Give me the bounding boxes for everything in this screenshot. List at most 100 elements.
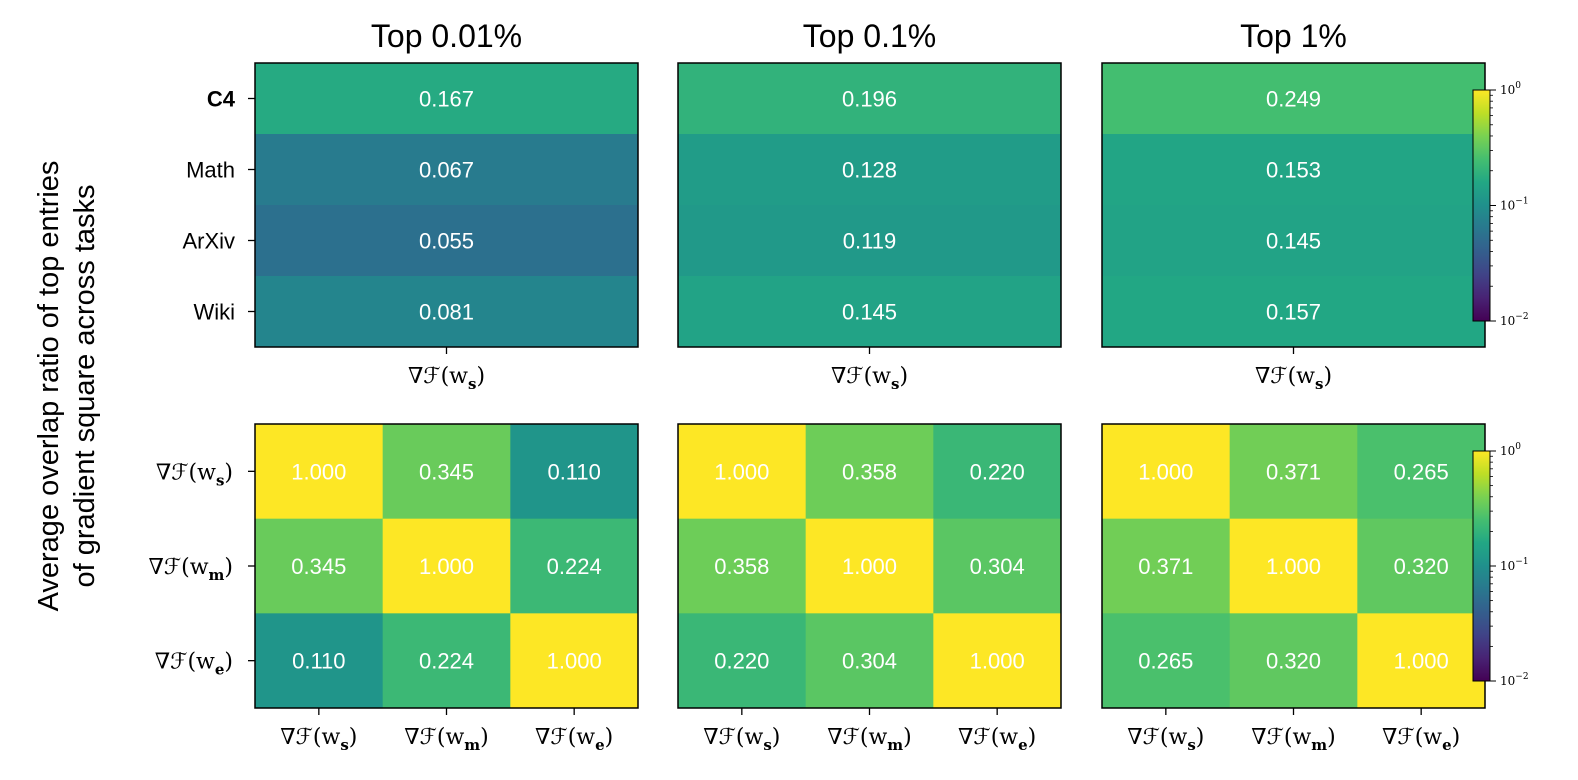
x-tick-label: ∇ℱ(we) bbox=[958, 725, 1036, 754]
cell-value: 0.345 bbox=[419, 459, 474, 484]
heatmap-cell bbox=[255, 518, 384, 614]
heatmap-cell bbox=[678, 63, 1061, 135]
cell-value: 1.000 bbox=[714, 459, 769, 484]
cell-value: 1.000 bbox=[1266, 554, 1321, 579]
x-tick-label: ∇ℱ(we) bbox=[1382, 725, 1460, 754]
cell-value: 1.000 bbox=[1138, 459, 1193, 484]
cell-value: 1.000 bbox=[970, 649, 1025, 674]
heatmap-cell bbox=[1357, 518, 1486, 614]
heatmap-cell bbox=[1357, 424, 1486, 520]
heatmap-cell bbox=[510, 613, 639, 709]
heatmap-cell bbox=[382, 424, 511, 520]
bottom-panel: 1.000 0.345 0.110 0.345 1.000 0.224 0.110 0.224… bbox=[254, 423, 639, 715]
x-tick-label: ∇ℱ(ws) bbox=[1255, 364, 1332, 393]
x-tick-label: ∇ℱ(wm) bbox=[404, 725, 489, 754]
heatmap-cell bbox=[1102, 613, 1231, 709]
cell-value: 0.157 bbox=[1266, 300, 1321, 325]
heatmap-cell bbox=[933, 424, 1062, 520]
heatmap-cell bbox=[1357, 613, 1486, 709]
cell-value: 0.320 bbox=[1394, 554, 1449, 579]
y-tick-label: ∇ℱ(ws) bbox=[156, 460, 233, 489]
colorbar-gradient bbox=[1473, 451, 1490, 681]
x-tick-label: ∇ℱ(we) bbox=[535, 725, 613, 754]
cell-value: 1.000 bbox=[842, 554, 897, 579]
heatmap-cell bbox=[1229, 518, 1358, 614]
cell-value: 0.345 bbox=[291, 554, 346, 579]
colorbar-tick-label: 10−2 bbox=[1500, 312, 1529, 328]
cell-value: 0.067 bbox=[419, 158, 474, 183]
colorbar-gradient bbox=[1473, 90, 1490, 321]
heatmap-cell bbox=[1102, 518, 1231, 614]
colorbar-tick-label: 10−2 bbox=[1500, 672, 1529, 688]
x-tick-label: ∇ℱ(ws) bbox=[408, 364, 485, 393]
y-tick-label: C4 bbox=[207, 87, 236, 112]
cell-value: 0.055 bbox=[419, 229, 474, 254]
heatmap-cell bbox=[255, 276, 638, 348]
bottom-panel: 1.000 0.358 0.220 0.358 1.000 0.304 0.220 0.304… bbox=[677, 423, 1062, 715]
heatmap-cell bbox=[255, 134, 638, 206]
heatmap-cell bbox=[933, 613, 1062, 709]
cell-value: 0.145 bbox=[842, 300, 897, 325]
cell-value: 0.320 bbox=[1266, 649, 1321, 674]
cell-value: 1.000 bbox=[547, 649, 602, 674]
cell-value: 1.000 bbox=[291, 459, 346, 484]
x-tick-label: ∇ℱ(ws) bbox=[703, 725, 780, 754]
colorbar-tick-label: 10−1 bbox=[1500, 557, 1529, 573]
top-panel: 0.167 0.067 0.055 0.081 bbox=[254, 62, 639, 354]
y-tick-label: ∇ℱ(wm) bbox=[148, 555, 233, 584]
heatmap-cell bbox=[255, 205, 638, 277]
heatmap-cell bbox=[678, 276, 1061, 348]
cell-value: 0.265 bbox=[1138, 649, 1193, 674]
x-tick-label: ∇ℱ(ws) bbox=[1127, 725, 1204, 754]
heatmap-cell bbox=[1102, 424, 1231, 520]
cell-value: 0.220 bbox=[970, 459, 1025, 484]
cell-value: 0.110 bbox=[292, 649, 345, 674]
cell-value: 1.000 bbox=[419, 554, 474, 579]
cell-value: 0.081 bbox=[419, 300, 474, 325]
colorbar: 100 10−1 10−2 bbox=[1472, 81, 1529, 328]
colorbar-tick-label: 100 bbox=[1500, 442, 1521, 458]
heatmap-cell bbox=[382, 518, 511, 614]
heatmap-cell bbox=[255, 424, 384, 520]
top-panel: 0.196 0.128 0.119 0.145 bbox=[677, 62, 1062, 354]
cell-value: 0.224 bbox=[419, 649, 474, 674]
column-title: Top 0.1% bbox=[803, 18, 936, 54]
cell-value: 0.196 bbox=[842, 87, 897, 112]
cell-value: 0.224 bbox=[547, 554, 602, 579]
heatmap-cell bbox=[255, 613, 384, 709]
colorbar-tick-label: 10−1 bbox=[1500, 197, 1529, 213]
heatmap-cell bbox=[678, 518, 807, 614]
heatmap-cell bbox=[1102, 63, 1485, 135]
heatmap-cell bbox=[805, 424, 934, 520]
cell-value: 0.167 bbox=[419, 87, 474, 112]
heatmap-cell bbox=[805, 518, 934, 614]
x-tick-label: ∇ℱ(ws) bbox=[280, 725, 357, 754]
x-tick-label: ∇ℱ(ws) bbox=[831, 364, 908, 393]
heatmap-cell bbox=[1102, 134, 1485, 206]
cell-value: 0.153 bbox=[1266, 158, 1321, 183]
colorbar-tick-label: 100 bbox=[1500, 81, 1521, 97]
cell-value: 0.358 bbox=[842, 459, 897, 484]
cell-value: 0.220 bbox=[714, 649, 769, 674]
heatmap-cell bbox=[805, 613, 934, 709]
cell-value: 0.265 bbox=[1394, 459, 1449, 484]
cell-value: 0.371 bbox=[1266, 459, 1321, 484]
cell-value: 0.371 bbox=[1138, 554, 1193, 579]
heatmap-cell bbox=[510, 518, 639, 614]
cell-value: 0.304 bbox=[842, 649, 897, 674]
top-panel: 0.249 0.153 0.145 0.157 bbox=[1101, 62, 1486, 354]
x-tick-label: ∇ℱ(wm) bbox=[1251, 725, 1336, 754]
heatmap-cell bbox=[678, 134, 1061, 206]
column-title: Top 0.01% bbox=[371, 18, 522, 54]
heatmap-cell bbox=[1102, 276, 1485, 348]
cell-value: 0.358 bbox=[714, 554, 769, 579]
heatmap-cell bbox=[1229, 613, 1358, 709]
heatmap-cell bbox=[1102, 205, 1485, 277]
y-tick-label: ArXiv bbox=[182, 229, 235, 254]
heatmap-cell bbox=[510, 424, 639, 520]
y-axis-label: Average overlap ratio of top entries of g… bbox=[33, 161, 101, 612]
y-tick-label: ∇ℱ(we) bbox=[155, 650, 233, 679]
heatmap-cell bbox=[933, 518, 1062, 614]
cell-value: 0.304 bbox=[970, 554, 1025, 579]
